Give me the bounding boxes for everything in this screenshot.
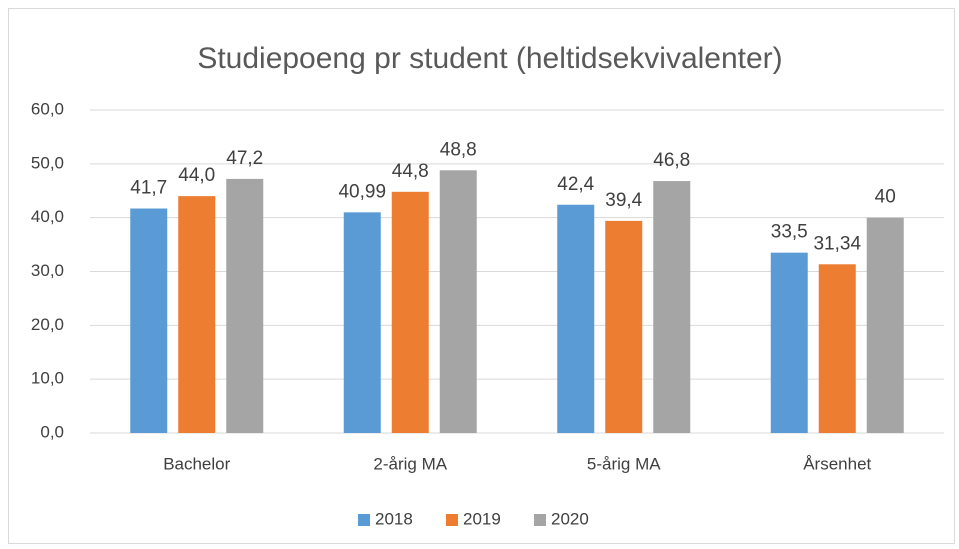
bar bbox=[557, 204, 595, 433]
data-label: 47,2 bbox=[226, 148, 263, 169]
data-label: 44,8 bbox=[392, 161, 429, 182]
bar bbox=[343, 212, 381, 433]
x-tick-label: Bachelor bbox=[163, 454, 230, 473]
legend-label: 2019 bbox=[463, 509, 501, 528]
y-tick-label: 10,0 bbox=[31, 369, 64, 388]
legend-label: 2018 bbox=[375, 509, 413, 528]
x-tick-label: Årsenhet bbox=[803, 454, 871, 473]
legend-swatch bbox=[446, 514, 458, 526]
bar bbox=[226, 178, 264, 433]
data-label: 41,7 bbox=[130, 178, 167, 199]
x-tick-label: 2-årig MA bbox=[373, 454, 447, 473]
y-tick-label: 0,0 bbox=[40, 422, 64, 441]
data-label: 40 bbox=[875, 187, 896, 208]
bar bbox=[130, 208, 168, 433]
data-label: 40,99 bbox=[338, 181, 386, 202]
y-tick-label: 40,0 bbox=[31, 207, 64, 226]
bar bbox=[653, 181, 691, 433]
data-label: 44,0 bbox=[178, 165, 215, 186]
data-label: 33,5 bbox=[771, 222, 808, 243]
chart-title: Studiepoeng pr student (heltidsekvivalen… bbox=[197, 42, 782, 75]
data-label: 48,8 bbox=[440, 139, 477, 160]
bar bbox=[439, 170, 477, 433]
bar bbox=[770, 252, 808, 433]
data-label: 42,4 bbox=[557, 174, 594, 195]
legend-swatch bbox=[534, 514, 546, 526]
y-tick-label: 20,0 bbox=[31, 315, 64, 334]
y-tick-label: 30,0 bbox=[31, 261, 64, 280]
bar bbox=[605, 220, 643, 433]
data-label: 46,8 bbox=[653, 150, 690, 171]
bar bbox=[391, 191, 429, 433]
legend-label: 2020 bbox=[551, 509, 589, 528]
legend-swatch bbox=[358, 514, 370, 526]
x-tick-label: 5-årig MA bbox=[587, 454, 661, 473]
data-label: 39,4 bbox=[605, 190, 642, 211]
bar bbox=[866, 217, 904, 433]
data-label: 31,34 bbox=[813, 233, 861, 254]
y-tick-label: 50,0 bbox=[31, 153, 64, 172]
y-tick-label: 60,0 bbox=[31, 99, 64, 118]
bar bbox=[178, 196, 216, 433]
bar bbox=[818, 264, 856, 433]
